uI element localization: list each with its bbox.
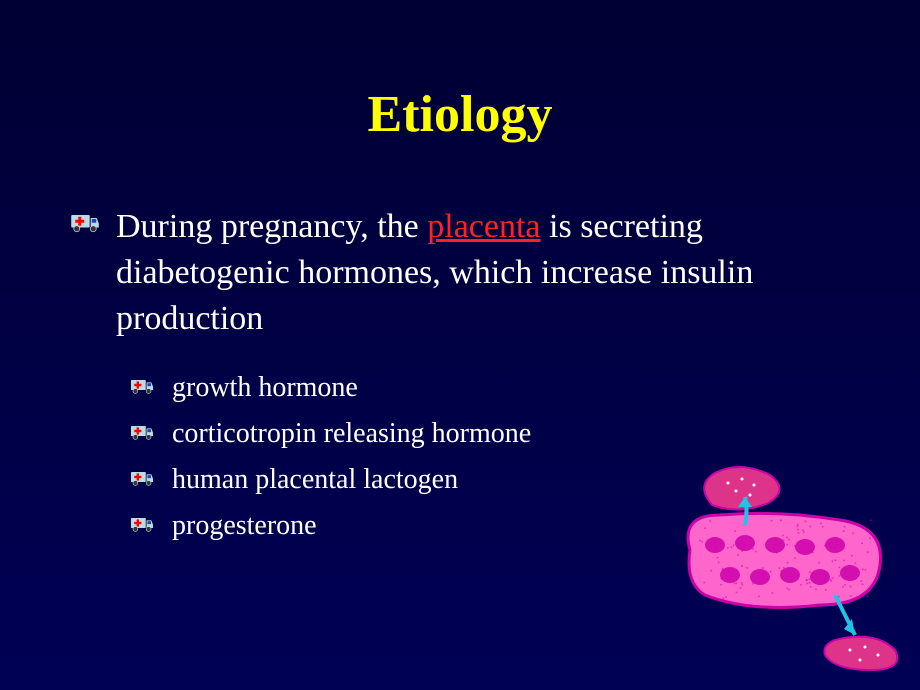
text-prefix: During pregnancy, the xyxy=(116,208,427,245)
sub-text: corticotropin releasing hormone xyxy=(172,418,531,450)
sub-text: human placental lactogen xyxy=(172,464,458,496)
cell-illustration xyxy=(650,455,910,680)
placenta-link[interactable]: placenta xyxy=(427,208,540,245)
ambulance-icon xyxy=(130,468,154,491)
sub-text: progesterone xyxy=(172,510,317,542)
sub-text: growth hormone xyxy=(172,372,358,404)
list-item: corticotropin releasing hormone xyxy=(130,418,920,450)
list-item: growth hormone xyxy=(130,372,920,404)
slide: Etiology During pregnancy, the placenta … xyxy=(0,0,920,690)
ambulance-icon xyxy=(130,422,154,445)
ambulance-icon xyxy=(70,210,100,238)
ambulance-icon xyxy=(130,376,154,399)
main-bullet: During pregnancy, the placenta is secret… xyxy=(70,204,860,342)
ambulance-icon xyxy=(130,514,154,537)
main-text: During pregnancy, the placenta is secret… xyxy=(116,204,860,342)
slide-title: Etiology xyxy=(0,85,920,144)
